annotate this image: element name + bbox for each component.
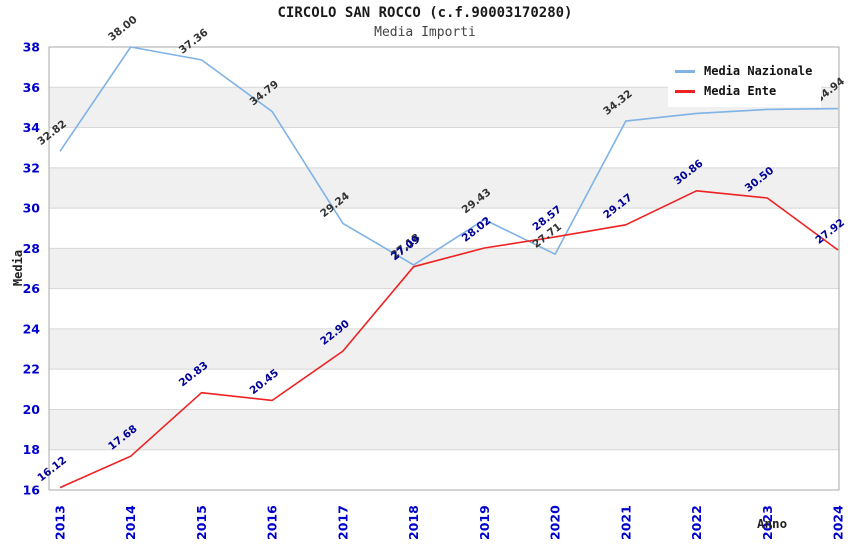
- y-tick-label: 34: [23, 120, 41, 135]
- y-tick-label: 16: [23, 483, 41, 498]
- y-tick-label: 36: [23, 80, 41, 95]
- chart-title: CIRCOLO SAN ROCCO (c.f.90003170280): [277, 5, 573, 21]
- x-tick-label: 2015: [194, 505, 209, 540]
- y-tick-label: 32: [23, 160, 40, 175]
- y-tick-label: 20: [23, 402, 41, 417]
- y-tick-label: 26: [23, 281, 41, 296]
- x-tick-label: 2021: [618, 505, 633, 540]
- legend-label: Media Ente: [704, 84, 777, 98]
- x-tick-label: 2024: [831, 505, 846, 540]
- y-tick-label: 28: [23, 241, 40, 256]
- plot-border: [48, 46, 840, 491]
- grid-band: [49, 328, 839, 370]
- y-tick-label: 38: [23, 40, 40, 55]
- x-tick-label: 2019: [477, 505, 492, 540]
- point-label: 37.36: [177, 27, 211, 57]
- y-axis-title: Media: [11, 250, 25, 286]
- media-ente-line-swatch: [675, 89, 695, 93]
- y-tick-label: 18: [23, 442, 40, 457]
- y-tick-label: 22: [23, 362, 40, 377]
- x-tick-label: 2022: [689, 505, 704, 540]
- x-tick-label: 2017: [335, 505, 350, 540]
- x-tick-label: 2013: [53, 505, 68, 540]
- y-tick-label: 24: [23, 321, 41, 336]
- point-label: 20.45: [248, 367, 282, 397]
- series-line-media-nazionale: [59, 46, 839, 266]
- x-axis-title: Anno: [757, 516, 787, 531]
- point-label: 27.92: [813, 217, 847, 247]
- x-tick-label: 2016: [265, 505, 280, 540]
- x-tick-label: 2014: [123, 505, 138, 540]
- point-label: 38.00: [106, 14, 140, 44]
- series-line-media-ente: [59, 190, 839, 489]
- y-tick-label: 30: [23, 201, 41, 216]
- point-label: 28.02: [460, 215, 494, 245]
- chart-legend: Media Nazionale Media Ente: [668, 55, 821, 107]
- x-tick-label: 2023: [760, 505, 775, 540]
- legend-label: Media Nazionale: [704, 64, 813, 78]
- chart-subtitle: Media Importi: [374, 25, 476, 40]
- legend-item-media-nazionale: Media Nazionale: [675, 61, 821, 81]
- legend-item-media-ente: Media Ente: [675, 81, 821, 101]
- grid-band: [49, 248, 839, 289]
- x-tick-label: 2020: [548, 505, 563, 540]
- x-tick-label: 2018: [406, 505, 421, 540]
- media-nazionale-line-swatch: [675, 69, 695, 73]
- grid-band: [49, 409, 839, 450]
- point-label: 16.12: [35, 454, 69, 484]
- grid-band: [49, 167, 839, 209]
